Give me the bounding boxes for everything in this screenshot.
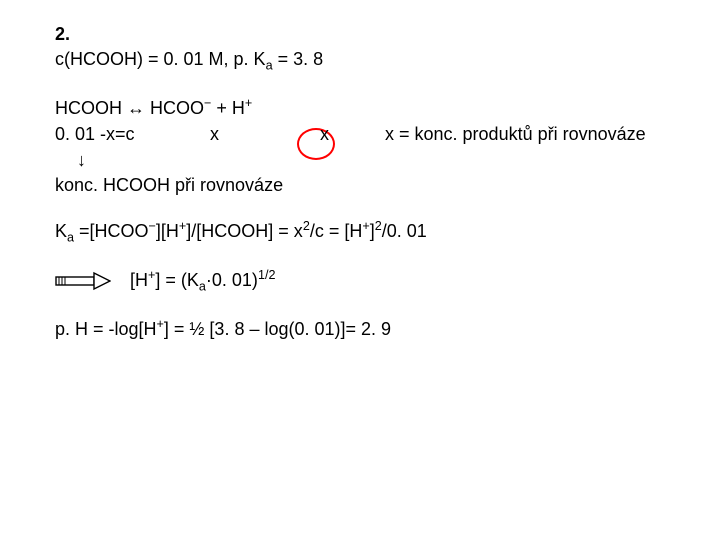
ka-m1: =[HCOO: [74, 221, 149, 241]
down-arrow-text: ↓: [77, 148, 720, 173]
rxn-h: H: [232, 98, 245, 118]
hp-sub: a: [199, 280, 206, 294]
slide: 2. c(HCOOH) = 0. 01 M, p. Ka = 3. 8 HCOO…: [0, 0, 720, 540]
reaction-row2: 0. 01 -x=c x x x = konc. produktů při ro…: [55, 122, 720, 148]
problem-number: 2.: [55, 22, 720, 47]
ka-m2: ][H: [156, 221, 179, 241]
row2-col1: 0. 01 -x=c: [55, 122, 135, 147]
given-tail: = 3. 8: [273, 49, 324, 69]
row4: konc. HCOOH při rovnováze: [55, 173, 720, 198]
ph-sp: +: [157, 317, 164, 331]
ka-m4: /c = [H: [310, 221, 363, 241]
row2-col3: x: [320, 122, 329, 147]
implies-arrow-icon: [55, 271, 111, 291]
hplus-expr: [H+] = (Ka·0. 01)1/2: [130, 270, 275, 290]
ka-sub: a: [67, 231, 74, 245]
ka-m3: ]/[HCOOH] = x: [186, 221, 303, 241]
given-text: c(HCOOH) = 0. 01 M, p. K: [55, 49, 266, 69]
hp-pre: [H: [130, 270, 148, 290]
ph-tail: ] = ½ [3. 8 – log(0. 01)]= 2. 9: [164, 319, 391, 339]
row2-col2: x: [210, 122, 219, 147]
given-sub: a: [266, 59, 273, 73]
hp-mid: ] = (K: [155, 270, 199, 290]
rxn-plus: +: [211, 98, 232, 118]
ka-line: Ka =[HCOO−][H+]/[HCOOH] = x2/c = [H+]2/0…: [55, 218, 720, 247]
reaction-line: HCOOH ↔ HCOO− + H+: [55, 95, 720, 121]
hplus-line: [H+] = (Ka·0. 01)1/2: [55, 267, 720, 296]
ph-pre: p. H = -log[H: [55, 319, 157, 339]
rxn-hplus: +: [245, 96, 252, 110]
ka-s2b: 2: [375, 219, 382, 233]
hp-mid2: ·0. 01): [206, 270, 258, 290]
ka-l1: K: [55, 221, 67, 241]
hp-half: 1/2: [258, 268, 276, 282]
rxn-left: HCOOH ↔ HCOO: [55, 98, 204, 118]
given-line: c(HCOOH) = 0. 01 M, p. Ka = 3. 8: [55, 47, 720, 75]
ph-line: p. H = -log[H+] = ½ [3. 8 – log(0. 01)]=…: [55, 316, 720, 342]
ka-sm: −: [149, 219, 156, 233]
ka-s2a: 2: [303, 219, 310, 233]
ka-sp2: +: [362, 219, 369, 233]
row2-note: x = konc. produktů při rovnováze: [385, 122, 646, 147]
ka-tail: /0. 01: [382, 221, 427, 241]
